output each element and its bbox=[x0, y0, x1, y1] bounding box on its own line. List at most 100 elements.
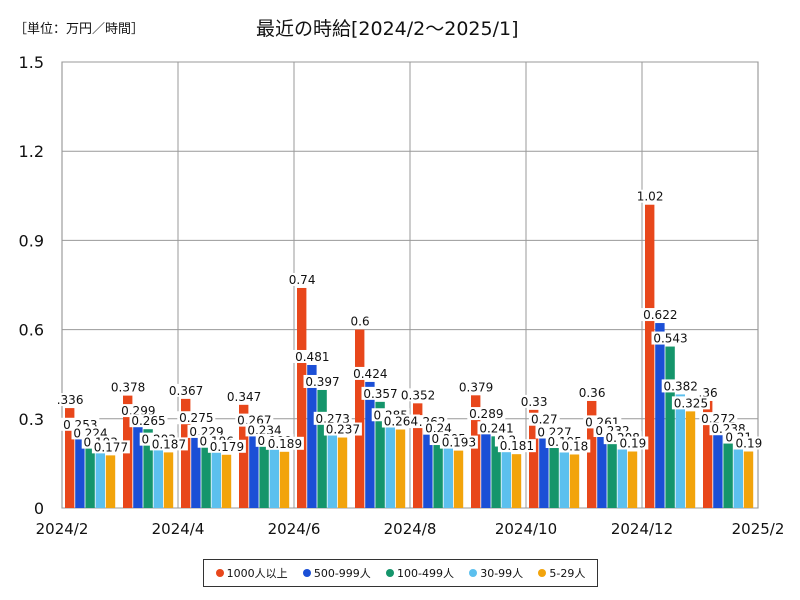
data-label-bg bbox=[423, 421, 454, 435]
data-label-bg bbox=[119, 404, 158, 418]
bar-1000人以上-2024/4 bbox=[181, 398, 191, 508]
data-label-bg bbox=[733, 436, 765, 450]
data-label: 0.27 bbox=[531, 413, 558, 427]
data-label-bg bbox=[617, 436, 649, 450]
data-label-bg bbox=[207, 439, 246, 453]
data-label: 0.424 bbox=[353, 367, 387, 381]
data-label-bg bbox=[641, 308, 680, 322]
data-label: 0.352 bbox=[401, 388, 435, 402]
data-label-bg bbox=[696, 385, 720, 399]
bar-100-499人-2024/9 bbox=[491, 436, 501, 508]
data-label: 0.481 bbox=[295, 350, 329, 364]
data-label-bg bbox=[286, 272, 318, 286]
legend-item: 100-499人 bbox=[386, 565, 454, 581]
data-label-bg bbox=[149, 437, 188, 451]
bar-100-499人-2025/1 bbox=[723, 437, 733, 508]
bar-30-99人-2024/10 bbox=[559, 450, 569, 508]
data-label: 0.18 bbox=[562, 439, 589, 453]
bar-500-999人-2024/5 bbox=[249, 428, 259, 508]
data-label: 0.241 bbox=[479, 421, 513, 435]
data-label-bg bbox=[477, 421, 516, 435]
legend-swatch bbox=[469, 569, 478, 577]
bar-100-499人-2024/7 bbox=[375, 401, 385, 508]
bar-30-99人-2024/5 bbox=[269, 448, 279, 508]
data-label: 0.347 bbox=[227, 390, 261, 404]
data-label-bg bbox=[528, 412, 560, 426]
data-label-bg bbox=[129, 414, 168, 428]
unit-label: ［単位：万円／時間］ bbox=[14, 22, 145, 37]
data-label-bg bbox=[518, 394, 550, 408]
data-label-bg bbox=[497, 439, 536, 453]
bar-5-29人-2024/7 bbox=[395, 429, 406, 508]
bar-100-499人-2024/10 bbox=[549, 440, 559, 508]
data-label-bg bbox=[303, 374, 342, 388]
bar-5-29人-2024/5 bbox=[279, 451, 290, 508]
data-label: .336 bbox=[57, 393, 84, 407]
legend-item: 5-29人 bbox=[538, 565, 585, 581]
data-label-bg bbox=[439, 435, 478, 449]
data-label: 0.193 bbox=[442, 436, 476, 450]
data-label: 0.19 bbox=[620, 437, 647, 451]
bar-30-99人-2024/7 bbox=[385, 423, 395, 508]
data-label: 0.382 bbox=[664, 379, 698, 393]
bar-100-499人-2024/4 bbox=[201, 439, 211, 508]
data-label: 0.179 bbox=[210, 440, 244, 454]
legend-label: 100-499人 bbox=[397, 567, 454, 580]
data-label-bg bbox=[225, 389, 264, 403]
x-tick-label: 2025/2 bbox=[732, 520, 785, 538]
bar-5-29人-2025/1 bbox=[743, 451, 754, 508]
y-tick-label: 0.3 bbox=[19, 410, 44, 429]
bar-100-499人-2024/2 bbox=[85, 441, 95, 508]
data-label: 0.325 bbox=[674, 396, 708, 410]
legend-label: 30-99人 bbox=[480, 567, 524, 580]
bar-1000人以上-2024/5 bbox=[239, 404, 249, 508]
x-tick-label: 2024/2 bbox=[36, 520, 89, 538]
bar-100-499人-2024/8 bbox=[433, 436, 443, 508]
data-label-bg bbox=[167, 383, 206, 397]
bar-30-99人-2024/8 bbox=[443, 447, 453, 508]
bar-5-29人-2024/6 bbox=[337, 437, 348, 508]
y-tick-label: 0.6 bbox=[19, 321, 44, 340]
bar-30-99人-2024/12 bbox=[675, 394, 685, 508]
data-label-bg bbox=[54, 393, 86, 407]
data-label: 0.378 bbox=[111, 381, 145, 395]
data-label: 0.189 bbox=[268, 437, 302, 451]
bar-500-999人-2024/6 bbox=[307, 364, 317, 508]
bar-500-999人-2024/12 bbox=[655, 323, 665, 508]
bar-5-29人-2024/2 bbox=[105, 455, 116, 508]
bar-1000人以上-2024/10 bbox=[529, 409, 539, 508]
legend: 1000人以上 500-999人 100-499人 30-99人 5-29人 bbox=[203, 559, 598, 587]
bar-layer bbox=[65, 204, 754, 508]
bar-100-499人-2024/6 bbox=[317, 389, 327, 508]
y-tick-label: 1.5 bbox=[19, 53, 44, 72]
bar-500-999人-2024/8 bbox=[423, 430, 433, 508]
data-label-bg bbox=[351, 366, 390, 380]
bar-500-999人-2024/2 bbox=[75, 432, 85, 508]
chart-title: 最近の時給[2024/2～2025/1] bbox=[256, 18, 519, 40]
data-label-bg bbox=[348, 314, 372, 328]
data-label-bg bbox=[177, 411, 216, 425]
y-tick-label: 0 bbox=[34, 499, 44, 518]
data-label-bg bbox=[109, 380, 148, 394]
x-tick-label: 2024/4 bbox=[152, 520, 205, 538]
data-label: 0.273 bbox=[316, 412, 350, 426]
bar-1000人以上-2024/6 bbox=[297, 287, 307, 508]
legend-swatch bbox=[386, 569, 395, 577]
data-label: 0.622 bbox=[643, 308, 677, 322]
bar-100-499人-2024/3 bbox=[143, 429, 153, 508]
bar-1000人以上-2024/7 bbox=[355, 329, 365, 508]
bar-500-999人-2024/11 bbox=[597, 430, 607, 508]
x-tick-label: 2024/6 bbox=[268, 520, 321, 538]
legend-item: 1000人以上 bbox=[215, 565, 288, 581]
axis-layer: 0 0.3 0.6 0.9 1.2 1.5 2024/2 2024/4 2024/6 2024/8… bbox=[19, 53, 785, 538]
data-label-bg bbox=[381, 414, 420, 428]
legend-label: 500-999人 bbox=[313, 567, 371, 580]
bar-5-29人-2024/9 bbox=[511, 454, 522, 508]
data-label: 0.289 bbox=[469, 407, 503, 421]
data-label-bg bbox=[559, 439, 591, 453]
bar-30-99人-2024/9 bbox=[501, 448, 511, 508]
data-label-bg bbox=[235, 413, 274, 427]
data-label: 0.187 bbox=[152, 437, 186, 451]
